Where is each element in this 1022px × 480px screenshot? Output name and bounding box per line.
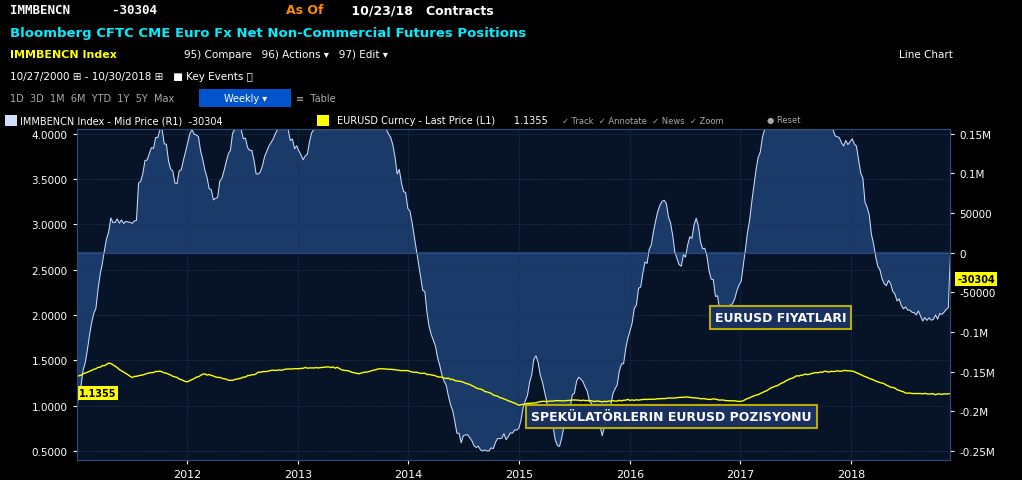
Text: -30304: -30304 [97, 4, 157, 17]
Bar [317, 115, 329, 126]
Text: SPEKÜLATÖRLERIN EURUSD POZISYONU: SPEKÜLATÖRLERIN EURUSD POZISYONU [531, 410, 811, 423]
Text: -30304: -30304 [958, 274, 995, 284]
Text: EURUSD Curncy - Last Price (L1)      1.1355: EURUSD Curncy - Last Price (L1) 1.1355 [337, 116, 548, 126]
Text: EURUSD FIYATLARI: EURUSD FIYATLARI [714, 312, 846, 324]
Text: 10/23/18   Contracts: 10/23/18 Contracts [347, 4, 494, 17]
Text: 95) Compare   96) Actions ▾   97) Edit ▾: 95) Compare 96) Actions ▾ 97) Edit ▾ [184, 50, 388, 60]
Text: Bloomberg CFTC CME Euro Fx Net Non-Commercial Futures Positions: Bloomberg CFTC CME Euro Fx Net Non-Comme… [10, 26, 526, 39]
FancyBboxPatch shape [199, 90, 291, 108]
Text: IMMBENCN: IMMBENCN [10, 4, 71, 17]
Bar [5, 115, 17, 126]
Text: 1D  3D  1M  6M  YTD  1Y  5Y  Max: 1D 3D 1M 6M YTD 1Y 5Y Max [10, 94, 175, 104]
Text: ● Reset: ● Reset [766, 116, 800, 125]
Text: Weekly ▾: Weekly ▾ [224, 94, 267, 104]
Text: Line Chart: Line Chart [899, 50, 954, 60]
Text: 1.1355: 1.1355 [79, 388, 117, 398]
Text: ≡  Table: ≡ Table [296, 94, 336, 104]
Text: 10/27/2000 ⊞ - 10/30/2018 ⊞   ■ Key Events ⓘ: 10/27/2000 ⊞ - 10/30/2018 ⊞ ■ Key Events… [10, 72, 253, 82]
Text: As Of: As Of [286, 4, 324, 17]
Text: IMMBENCN Index: IMMBENCN Index [10, 50, 118, 60]
Text: IMMBENCN Index - Mid Price (R1)  -30304: IMMBENCN Index - Mid Price (R1) -30304 [20, 116, 223, 126]
Text: ✓ Track  ✓ Annotate  ✓ News  ✓ Zoom: ✓ Track ✓ Annotate ✓ News ✓ Zoom [562, 116, 724, 125]
